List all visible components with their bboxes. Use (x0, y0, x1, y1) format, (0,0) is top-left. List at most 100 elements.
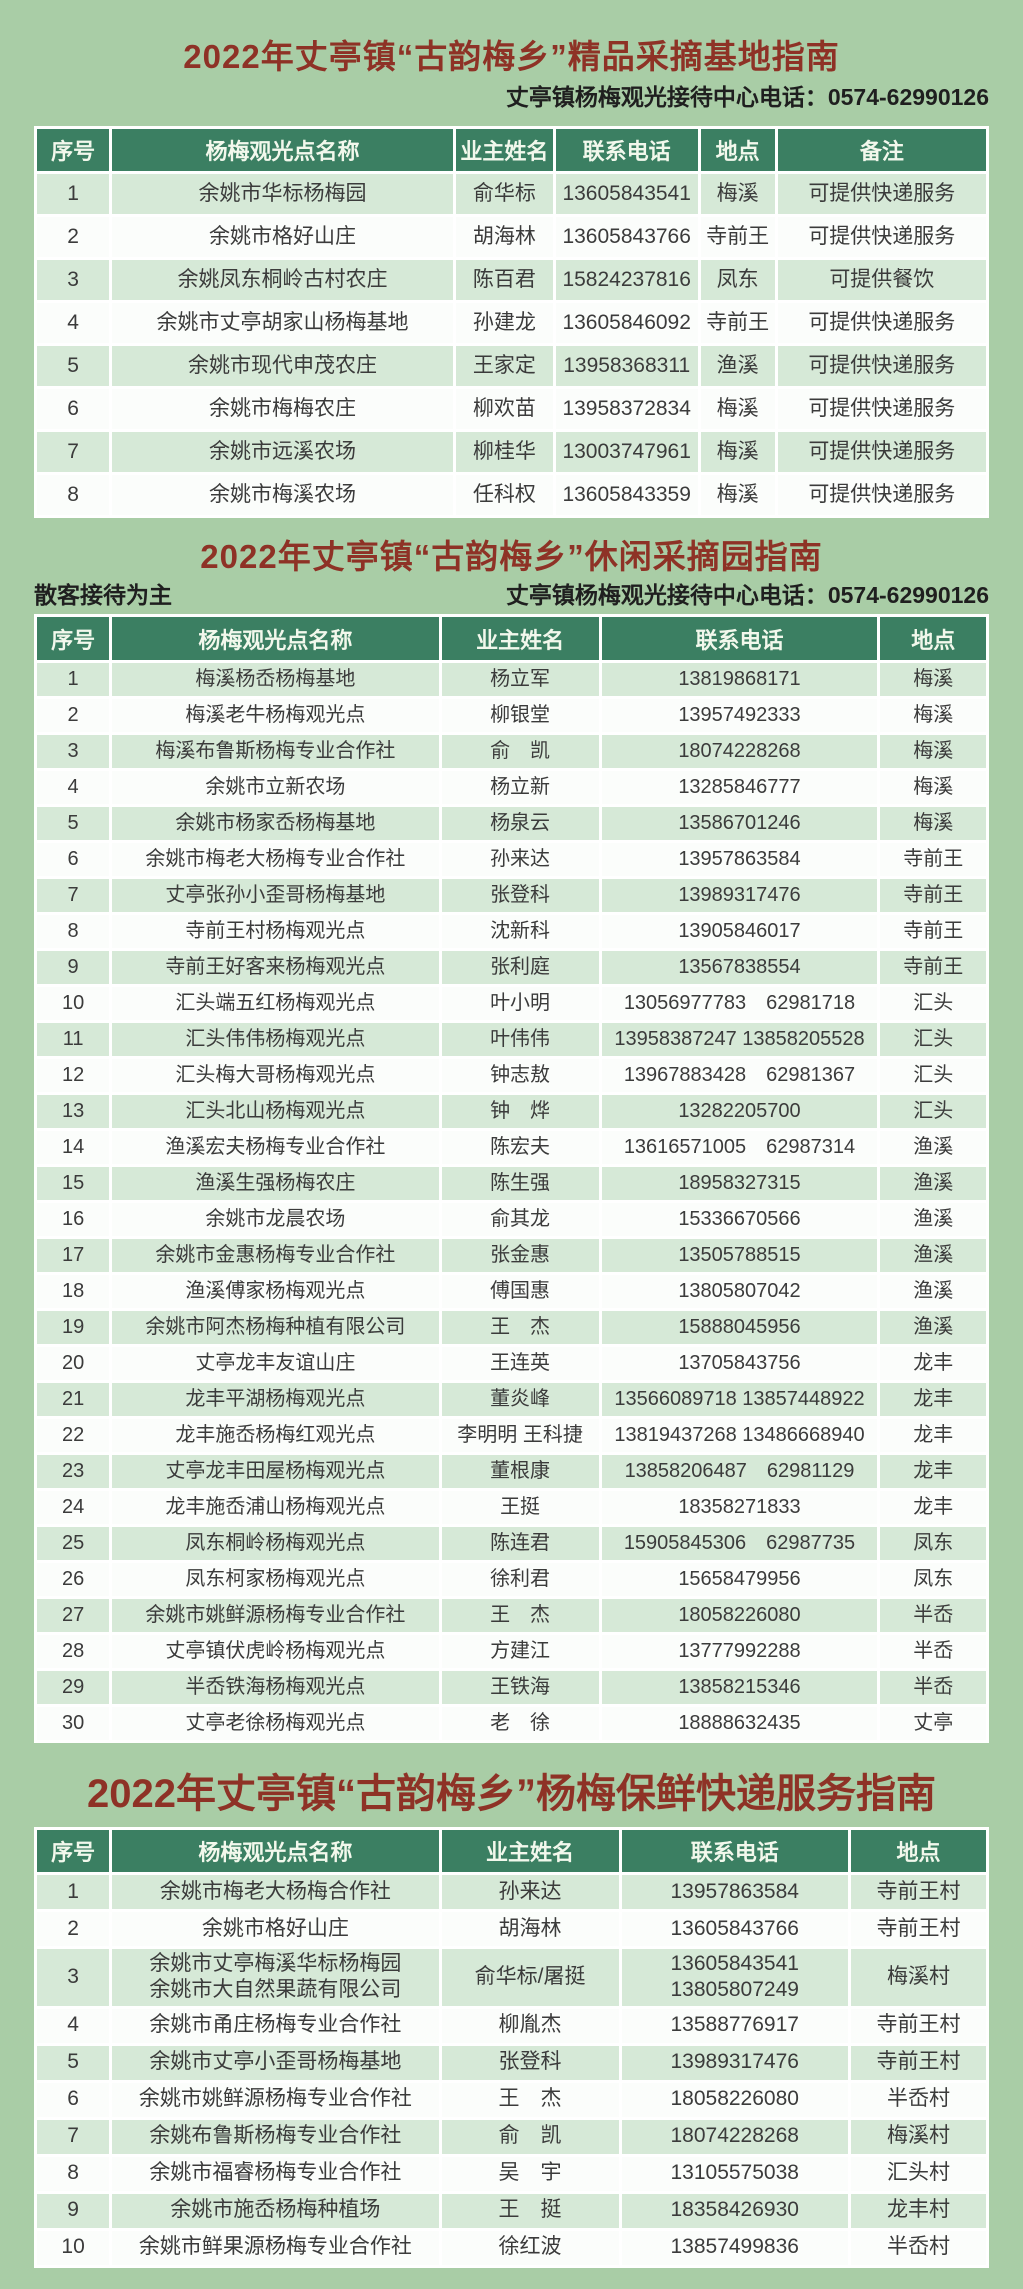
table-row: 23 丈亭龙丰田屋杨梅观光点 董根康 13858206487 62981129 龙丰 (33, 1452, 989, 1491)
table-row: 5 余姚市杨家岙杨梅基地 杨泉云 13586701246 梅溪 (33, 804, 989, 843)
table-cell: 13588776917 (618, 2005, 851, 2046)
table-cell: 梅溪村 (847, 1946, 990, 2009)
table-row: 17 余姚市金惠杨梅专业合作社 张金惠 13505788515 渔溪 (33, 1236, 989, 1275)
table-cell: 5 (33, 804, 113, 843)
table-cell: 13819437268 13486668940 (598, 1416, 881, 1455)
table-cell: 丈亭龙丰友谊山庄 (109, 1344, 442, 1383)
table-cell: 13957863584 (618, 1872, 851, 1912)
table-cell: 4 (33, 768, 113, 807)
table-row: 6 余姚市姚鲜源杨梅专业合作社王 杰 18058226080 半岙村 (33, 2079, 990, 2120)
table-cell: 25 (33, 1524, 113, 1563)
table-cell: 龙丰村 (847, 2190, 990, 2231)
table-cell: 余姚市金惠杨梅专业合作社 (109, 1236, 442, 1275)
table-cell: 寺前王 (877, 840, 989, 879)
table-cell: 汇头 (877, 984, 989, 1023)
table-cell: 13282205700 (598, 1092, 881, 1131)
table-cell: 钟 烨 (438, 1092, 602, 1131)
table-cell: 余姚市格好山庄 (109, 214, 456, 260)
table-row: 14 渔溪宏夫杨梅专业合作社 陈宏夫 13616571005 62987314 渔溪 (33, 1128, 989, 1167)
table-cell: 13586701246 (598, 804, 881, 843)
premium-picking-bases-table: 序号 杨梅观光点名称 业主姓名 联系电话 地点 备注 1 余姚市华标杨梅园 俞华标 1360584… (33, 126, 990, 518)
table-cell: 梅溪布鲁斯杨梅专业合作社 (109, 732, 442, 771)
table-cell: 丈亭 (877, 1704, 989, 1743)
table-cell: 汇头 (877, 1092, 989, 1131)
table-cell: 13705843756 (598, 1344, 881, 1383)
column-header: 地点 (697, 126, 778, 174)
table-cell: 凤东柯家杨梅观光点 (109, 1560, 442, 1599)
table-cell: 汇头北山杨梅观光点 (109, 1092, 442, 1131)
table-cell: 余姚市丈亭胡家山杨梅基地 (109, 300, 456, 346)
table-cell: 13858215346 (598, 1668, 881, 1707)
table-cell: 20 (33, 1344, 113, 1383)
column-header: 杨梅观光点名称 (109, 614, 442, 663)
table-cell: 6 (33, 386, 113, 432)
column-header: 序号 (33, 614, 113, 663)
table-cell: 15658479956 (598, 1560, 881, 1599)
table-cell: 孙来达 (438, 840, 602, 879)
table-row: 11 汇头伟伟杨梅观光点 叶伟伟 13958387247 13858205528 汇头 (33, 1020, 989, 1059)
table-row: 4 余姚市立新农场 杨立新 13285846777 梅溪 (33, 768, 989, 807)
table-cell: 29 (33, 1668, 113, 1707)
table-cell: 王 杰 (438, 1596, 602, 1635)
table-cell: 半岙村 (847, 2227, 990, 2268)
table-cell: 余姚市立新农场 (109, 768, 442, 807)
table-cell: 余姚市格好山庄 (109, 1909, 442, 1949)
table-cell: 梅溪杨岙杨梅基地 (109, 660, 442, 699)
table-cell: 寺前王 (697, 214, 778, 260)
table-cell: 半岙 (877, 1596, 989, 1635)
table-row: 16 余姚市龙晨农场 俞其龙 15336670566 渔溪 (33, 1200, 989, 1239)
table-cell: 丈亭镇伏虎岭杨梅观光点 (109, 1632, 442, 1671)
table-cell: 8 (33, 912, 113, 951)
table-cell: 可提供快递服务 (774, 429, 990, 475)
section2-subtitle-row: 散客接待为主 丈亭镇杨梅观光接待中心电话：0574-62990126 (34, 580, 989, 610)
table-cell: 俞 凯 (438, 2116, 622, 2157)
table-cell: 4 (33, 300, 113, 346)
table-cell: 9 (33, 2190, 113, 2231)
table-cell: 张利庭 (438, 948, 602, 987)
column-header: 序号 (33, 1827, 113, 1875)
table-cell: 余姚市丈亭梅溪华标杨梅园 余姚市大自然果蔬有限公司 (109, 1946, 442, 2009)
table-cell: 13858206487 62981129 (598, 1452, 881, 1491)
table-cell: 13105575038 (618, 2153, 851, 2194)
section2-title: 2022年丈亭镇“古韵梅乡”休闲采摘园指南 (200, 538, 823, 575)
reception-center-phone: 丈亭镇杨梅观光接待中心电话：0574-62990126 (505, 582, 989, 608)
table-cell: 寺前王村 (847, 2005, 990, 2046)
table-row: 6 余姚市梅老大杨梅专业合作社 孙来达 13957863584 寺前王 (33, 840, 989, 879)
table-cell: 老 徐 (438, 1704, 602, 1743)
table-cell: 18074228268 (598, 732, 881, 771)
table-cell: 13605843766 (618, 1909, 851, 1949)
table-row: 19 余姚市阿杰杨梅种植有限公司王 杰 15888045956 渔溪 (33, 1308, 989, 1347)
section1-title: 2022年丈亭镇“古韵梅乡”精品采摘基地指南 (183, 38, 840, 75)
table-cell: 董根康 (438, 1452, 602, 1491)
table-cell: 13857499836 (618, 2227, 851, 2268)
table-cell: 渔溪 (877, 1164, 989, 1203)
table-cell: 梅溪老牛杨梅观光点 (109, 696, 442, 735)
table-cell: 2 (33, 696, 113, 735)
table-cell: 6 (33, 2079, 113, 2120)
table-cell: 13285846777 (598, 768, 881, 807)
table-row: 30 丈亭老徐杨梅观光点老 徐 18888632435 丈亭 (33, 1704, 989, 1743)
table-cell: 18358271833 (598, 1488, 881, 1527)
table-cell: 13 (33, 1092, 113, 1131)
table-cell: 王 杰 (438, 2079, 622, 2120)
table-cell: 可提供餐饮 (774, 257, 990, 303)
table-cell: 柳银堂 (438, 696, 602, 735)
table-cell: 22 (33, 1416, 113, 1455)
column-header: 地点 (877, 614, 989, 663)
table-cell: 汇头伟伟杨梅观光点 (109, 1020, 442, 1059)
table-cell: 陈连君 (438, 1524, 602, 1563)
table-cell: 梅溪 (697, 429, 778, 475)
table-cell: 18 (33, 1272, 113, 1311)
table-cell: 2 (33, 214, 113, 260)
table-cell: 可提供快递服务 (774, 300, 990, 346)
section1-subtitle-row: 丈亭镇杨梅观光接待中心电话：0574-62990126 (34, 82, 989, 112)
table-row: 5 余姚市现代申茂农庄 王家定 13958368311 渔溪 可提供快递服务 (33, 343, 990, 389)
table-cell: 孙来达 (438, 1872, 622, 1912)
table-cell: 1 (33, 171, 113, 217)
visitor-note: 散客接待为主 (34, 582, 172, 608)
table-cell: 寺前王 (697, 300, 778, 346)
table-row: 26 凤东柯家杨梅观光点 徐利君 15658479956 凤东 (33, 1560, 989, 1599)
table-cell: 陈生强 (438, 1164, 602, 1203)
table-cell: 俞其龙 (438, 1200, 602, 1239)
table-cell: 余姚市远溪农场 (109, 429, 456, 475)
